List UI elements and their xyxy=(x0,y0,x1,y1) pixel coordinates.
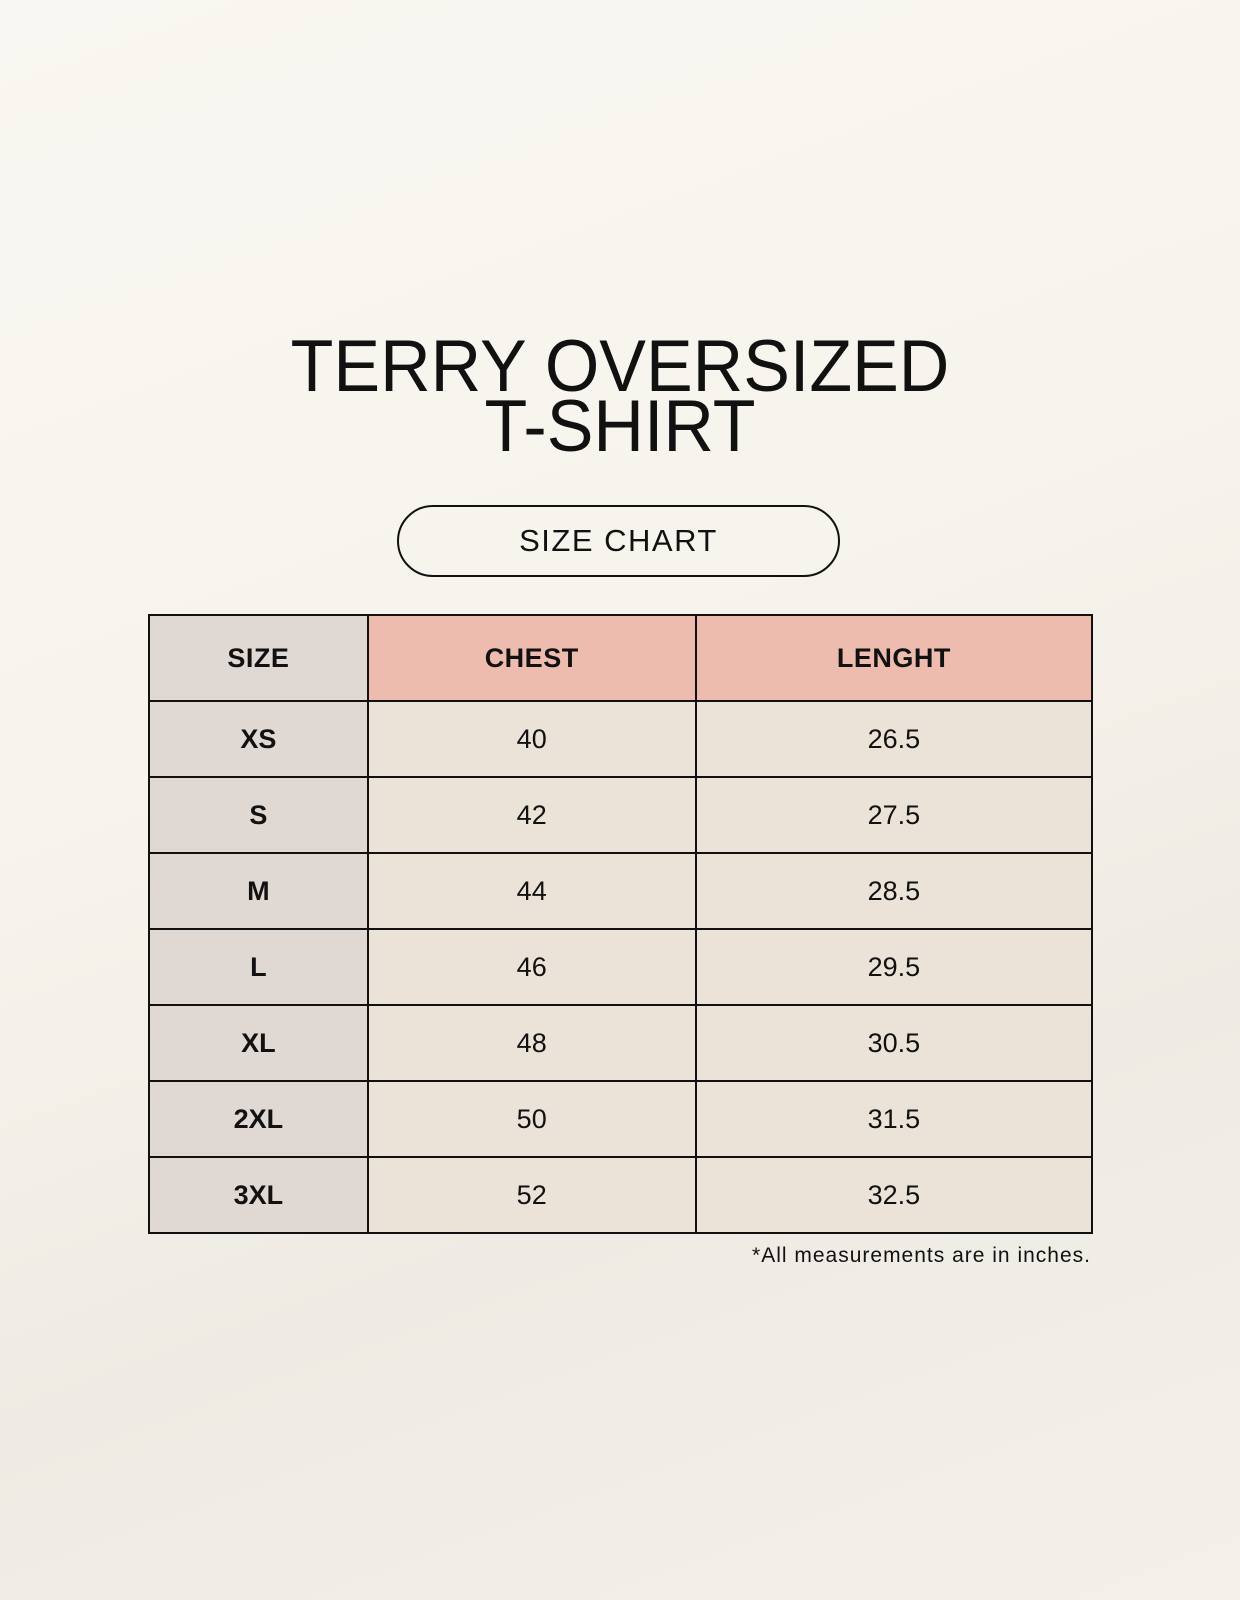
cell-length: 26.5 xyxy=(694,700,1094,778)
table-row: 3XL 52 32.5 xyxy=(148,1156,1094,1234)
header-size: SIZE xyxy=(148,614,369,702)
cell-size: S xyxy=(148,776,369,854)
table-row: M 44 28.5 xyxy=(148,852,1094,930)
cell-size: XS xyxy=(148,700,369,778)
table-row: 2XL 50 31.5 xyxy=(148,1080,1094,1158)
measurement-note: *All measurements are in inches. xyxy=(752,1244,1091,1267)
header-chest: CHEST xyxy=(366,614,697,702)
header-length: LENGHT xyxy=(694,614,1094,702)
cell-size: 3XL xyxy=(148,1156,369,1234)
cell-chest: 40 xyxy=(366,700,697,778)
page-title: TERRY OVERSIZED T-SHIRT xyxy=(0,325,1240,467)
title-line-2: T-SHIRT xyxy=(484,385,756,467)
cell-chest: 46 xyxy=(366,928,697,1006)
cell-length: 32.5 xyxy=(694,1156,1094,1234)
cell-size: M xyxy=(148,852,369,930)
table-row: XL 48 30.5 xyxy=(148,1004,1094,1082)
cell-length: 27.5 xyxy=(694,776,1094,854)
size-chart-badge: SIZE CHART xyxy=(397,505,840,577)
cell-length: 28.5 xyxy=(694,852,1094,930)
cell-length: 29.5 xyxy=(694,928,1094,1006)
cell-size: 2XL xyxy=(148,1080,369,1158)
title-line-1: TERRY OVERSIZED xyxy=(290,325,950,407)
table-header-row: SIZE CHEST LENGHT xyxy=(148,614,1094,702)
cell-length: 31.5 xyxy=(694,1080,1094,1158)
cell-chest: 50 xyxy=(366,1080,697,1158)
table-row: XS 40 26.5 xyxy=(148,700,1094,778)
cell-size: XL xyxy=(148,1004,369,1082)
table-row: L 46 29.5 xyxy=(148,928,1094,1006)
cell-size: L xyxy=(148,928,369,1006)
cell-chest: 52 xyxy=(366,1156,697,1234)
size-table: SIZE CHEST LENGHT XS 40 26.5 S 42 27.5 M 44 28.5… xyxy=(148,614,1094,1234)
cell-chest: 48 xyxy=(366,1004,697,1082)
table-row: S 42 27.5 xyxy=(148,776,1094,854)
cell-chest: 44 xyxy=(366,852,697,930)
cell-length: 30.5 xyxy=(694,1004,1094,1082)
cell-chest: 42 xyxy=(366,776,697,854)
